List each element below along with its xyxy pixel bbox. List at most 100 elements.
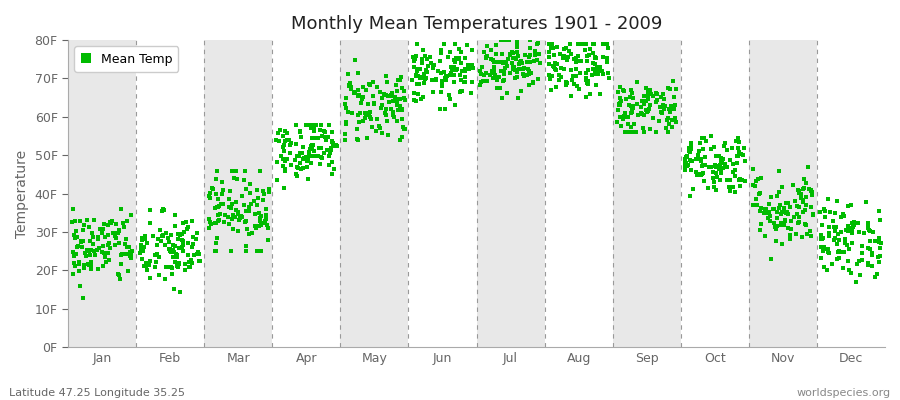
Point (226, 212, 240, 218)
Point (487, 59, 501, 65)
Point (586, 66, 600, 72)
Point (523, 45, 537, 51)
Point (352, 118, 366, 125)
Point (861, 262, 876, 268)
Point (325, 138, 339, 145)
Point (320, 134, 335, 140)
Point (68, 228, 83, 234)
Point (775, 209, 789, 215)
Point (571, 58, 585, 64)
Point (325, 158, 339, 165)
Point (364, 114, 378, 120)
Point (806, 212, 821, 218)
Point (109, 221, 123, 227)
Point (680, 153, 694, 159)
Point (758, 206, 772, 212)
Point (226, 226, 240, 232)
Point (370, 115, 384, 122)
Point (350, 136, 365, 142)
Point (712, 166, 726, 172)
Point (82, 262, 96, 269)
Point (91, 266, 105, 273)
Point (865, 252, 879, 258)
Point (610, 107, 625, 113)
Point (492, 85, 507, 91)
Point (814, 243, 829, 250)
Point (338, 131, 353, 137)
Point (104, 245, 118, 251)
Point (447, 72, 462, 78)
Point (176, 238, 190, 244)
Point (835, 264, 850, 271)
Point (641, 92, 655, 99)
Point (844, 270, 859, 276)
Point (646, 93, 661, 100)
Point (313, 145, 328, 152)
Point (181, 252, 195, 258)
Point (76, 238, 90, 244)
Point (832, 248, 846, 254)
Point (861, 226, 876, 233)
Point (418, 75, 433, 81)
Point (313, 126, 328, 133)
Point (817, 244, 832, 251)
Point (88, 252, 103, 258)
Point (777, 204, 791, 211)
Point (382, 99, 396, 105)
Point (438, 74, 453, 81)
Point (360, 135, 374, 141)
Point (781, 199, 796, 206)
Point (852, 272, 867, 279)
Point (390, 98, 404, 104)
Point (778, 199, 793, 206)
Point (579, 70, 593, 76)
Point (225, 216, 239, 223)
Point (873, 252, 887, 259)
Point (135, 236, 149, 243)
Point (245, 229, 259, 236)
Point (480, 53, 494, 59)
Point (256, 220, 271, 226)
Point (170, 252, 184, 258)
Point (497, 77, 511, 83)
Point (149, 259, 164, 265)
Point (834, 214, 849, 220)
Point (385, 93, 400, 99)
Point (753, 208, 768, 214)
Point (872, 239, 886, 245)
Point (699, 138, 714, 145)
Point (413, 95, 428, 102)
Point (172, 245, 186, 252)
Point (872, 208, 886, 214)
Point (311, 135, 326, 142)
Point (827, 237, 842, 243)
Point (230, 207, 244, 213)
Point (664, 124, 679, 131)
Point (338, 100, 352, 107)
Point (141, 259, 156, 266)
Point (170, 263, 184, 269)
Point (68, 252, 82, 259)
Point (695, 135, 709, 142)
Point (322, 162, 337, 168)
Point (439, 72, 454, 79)
Point (661, 85, 675, 91)
Point (586, 50, 600, 56)
Point (98, 254, 112, 260)
Point (232, 214, 247, 221)
Point (783, 235, 797, 242)
Point (613, 84, 627, 90)
Point (796, 186, 810, 192)
Point (572, 70, 587, 76)
Point (873, 245, 887, 252)
Point (841, 203, 855, 210)
Point (177, 267, 192, 274)
Point (579, 41, 593, 47)
Point (156, 232, 170, 238)
Point (381, 93, 395, 99)
Point (639, 98, 653, 104)
Point (814, 233, 828, 239)
Point (163, 248, 177, 254)
Point (517, 66, 531, 72)
Point (89, 246, 104, 253)
